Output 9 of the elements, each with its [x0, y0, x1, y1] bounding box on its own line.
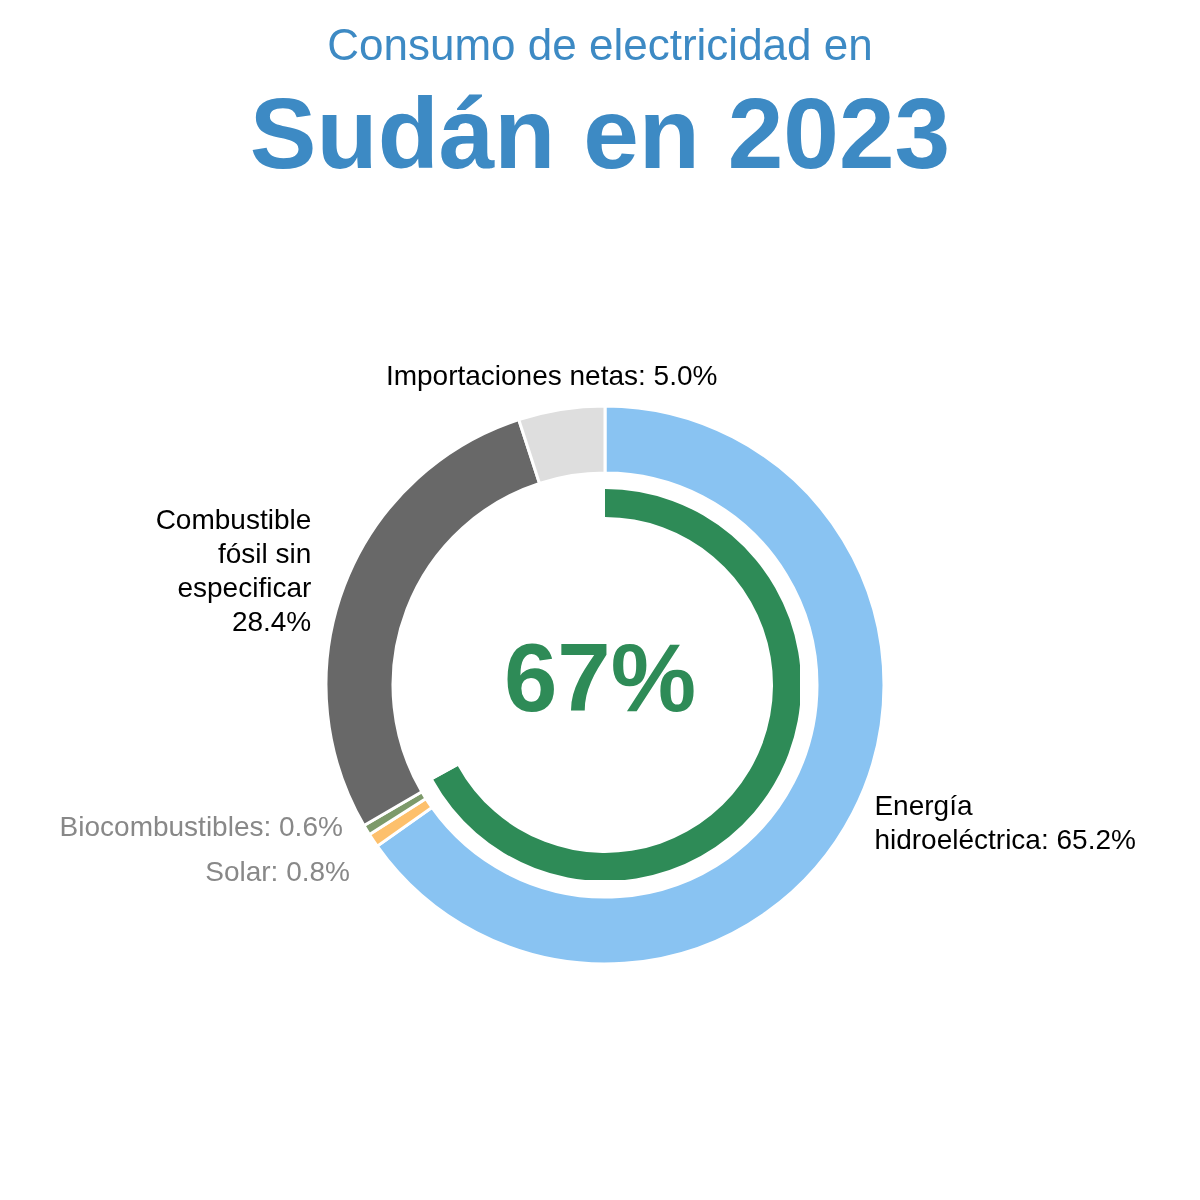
text: 67%	[502, 624, 698, 731]
slice-label: Combustible fósil sin especificar	[155, 503, 312, 603]
slice-label: Importaciones netas: 5.0%	[385, 359, 718, 391]
chart-subtitle: Consumo de electricidad en	[326, 20, 874, 70]
chart-title: Sudán en 2023	[248, 76, 952, 191]
slice-label: Solar: 0.8%	[205, 856, 350, 888]
data-label: 28.4%	[231, 605, 312, 637]
slice-label: Biocombustibles: 0.6%	[59, 810, 343, 842]
slice-label: Energía hidroeléctrica: 65.2%	[874, 789, 1136, 855]
